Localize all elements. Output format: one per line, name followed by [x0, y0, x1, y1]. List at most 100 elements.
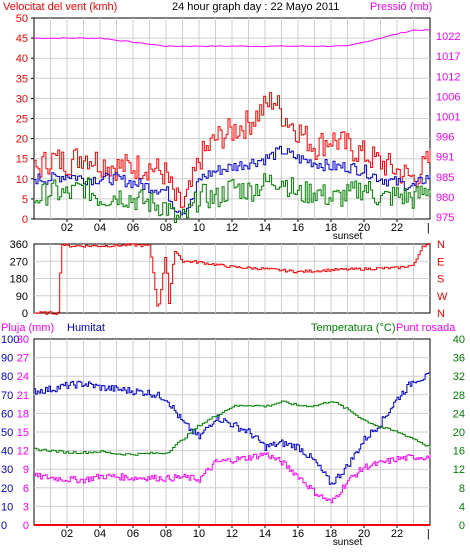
temperature-y-tick-label: 28 [453, 390, 465, 402]
temperature-y-tick-label: 32 [453, 371, 465, 383]
wind-y-tick-label: 40 [16, 53, 28, 65]
wind-min-line [34, 173, 431, 223]
x-tick-label: 18 [325, 222, 337, 234]
temperature-y-tick-label: 16 [453, 446, 465, 458]
sunset-label: sunset [333, 537, 363, 548]
wind-y-tick-label: 20 [16, 134, 28, 146]
x-tick-label: 14 [259, 222, 271, 234]
humidity-y-tick-label: 70 [1, 390, 13, 402]
x-tick-label: 20 [358, 222, 370, 234]
compass-tick-label: N [437, 239, 445, 251]
x-tick-label: 18 [325, 528, 337, 540]
pressure-y-tick-label: 985 [436, 172, 454, 184]
rain-y-tick-label: 0 [23, 520, 29, 532]
x-tick-end: | [427, 222, 430, 234]
pressure-line [33, 29, 431, 48]
pressure-y-tick-label: 1022 [436, 31, 460, 43]
dewpoint-axis-title: Punt rosada [396, 322, 456, 334]
pressure-y-tick-label: 1006 [436, 91, 460, 103]
x-tick-label: 12 [226, 222, 238, 234]
compass-tick-label: S [437, 274, 444, 286]
wind-y-tick-label: 35 [16, 73, 28, 85]
rain-y-tick-label: 21 [17, 390, 29, 402]
sunset-label: sunset [333, 231, 363, 242]
x-tick-label: 08 [160, 528, 172, 540]
x-tick-label: 10 [193, 528, 205, 540]
wind-y-tick-label: 0 [22, 214, 28, 226]
direction-y-tick-label: 0 [22, 308, 28, 320]
x-tick-label: 20 [358, 528, 370, 540]
x-tick-label: 02 [61, 222, 73, 234]
x-tick-label: 10 [193, 222, 205, 234]
rain-y-tick-label: 12 [17, 446, 29, 458]
x-tick-end: | [427, 528, 430, 540]
x-tick-label: 02 [61, 528, 73, 540]
direction-y-tick-label: 270 [10, 256, 28, 268]
compass-tick-label: E [437, 256, 444, 268]
pressure-y-tick-label: 1012 [436, 71, 460, 83]
x-tick-label: 06 [127, 222, 139, 234]
humidity-y-tick-label: 90 [1, 353, 13, 365]
x-tick-label: 06 [127, 528, 139, 540]
humidity-y-tick-label: 80 [1, 371, 13, 383]
pressure-y-tick-label: 1001 [436, 112, 460, 124]
x-tick-label: 22 [391, 528, 403, 540]
x-tick-label: 12 [226, 528, 238, 540]
rain-y-tick-label: 3 [23, 501, 29, 513]
x-tick-label: 16 [292, 528, 304, 540]
wind-y-tick-label: 45 [16, 33, 28, 45]
humidity-y-tick-label: 30 [1, 464, 13, 476]
humidity-line [34, 372, 431, 485]
pressure-y-tick-label: 975 [436, 212, 454, 224]
wind-y-tick-label: 25 [16, 114, 28, 126]
temperature-y-tick-label: 12 [453, 464, 465, 476]
temperature-y-tick-label: 24 [453, 408, 465, 420]
x-tick-label: 08 [160, 222, 172, 234]
pressure-y-tick-label: 996 [436, 132, 454, 144]
humidity-y-tick-label: 10 [1, 501, 13, 513]
direction-y-tick-label: 90 [16, 291, 28, 303]
wind-y-tick-label: 10 [16, 174, 28, 186]
rain-y-tick-label: 30 [17, 334, 29, 346]
wind-gust-line [34, 92, 431, 208]
wind-y-tick-label: 30 [16, 93, 28, 105]
humidity-y-tick-label: 100 [1, 334, 19, 346]
wind-direction-line [34, 242, 431, 315]
wind-y-tick-label: 50 [16, 13, 28, 25]
x-tick-label: 04 [94, 222, 106, 234]
rain-y-tick-label: 27 [17, 353, 29, 365]
direction-y-tick-label: 360 [10, 239, 28, 251]
humidity-y-tick-label: 20 [1, 483, 13, 495]
temperature-y-tick-label: 40 [453, 334, 465, 346]
temperature-y-tick-label: 8 [459, 483, 465, 495]
rain-axis-title: Pluja (mm) [1, 322, 54, 334]
humidity-y-tick-label: 0 [1, 520, 7, 532]
direction-y-tick-label: 180 [10, 274, 28, 286]
wind-y-tick-label: 15 [16, 154, 28, 166]
x-tick-label: 22 [391, 222, 403, 234]
dewpoint-line [34, 452, 431, 504]
temperature-y-tick-label: 0 [459, 520, 465, 532]
pressure-y-tick-label: 1017 [436, 51, 460, 63]
x-tick-label: 16 [292, 222, 304, 234]
temperature-axis-title: Temperatura (°C) [311, 322, 395, 334]
x-tick-label: 14 [259, 528, 271, 540]
graph-title: 24 hour graph day : 22 Mayo 2011 [172, 1, 339, 13]
rain-y-tick-label: 15 [17, 427, 29, 439]
temperature-y-tick-label: 36 [453, 353, 465, 365]
rain-y-tick-label: 18 [17, 408, 29, 420]
temperature-line [34, 400, 431, 456]
humidity-axis-title: Humitat [67, 322, 105, 334]
rain-y-tick-label: 6 [23, 483, 29, 495]
wind-average-line [34, 145, 431, 216]
temperature-y-tick-label: 20 [453, 427, 465, 439]
rain-y-tick-label: 24 [17, 371, 29, 383]
humidity-y-tick-label: 50 [1, 427, 13, 439]
temperature-y-tick-label: 4 [459, 501, 465, 513]
pressure-axis-title: Pressió (mb) [370, 1, 432, 13]
wind-y-tick-label: 5 [22, 194, 28, 206]
pressure-y-tick-label: 980 [436, 192, 454, 204]
pressure-y-tick-label: 991 [436, 152, 454, 164]
